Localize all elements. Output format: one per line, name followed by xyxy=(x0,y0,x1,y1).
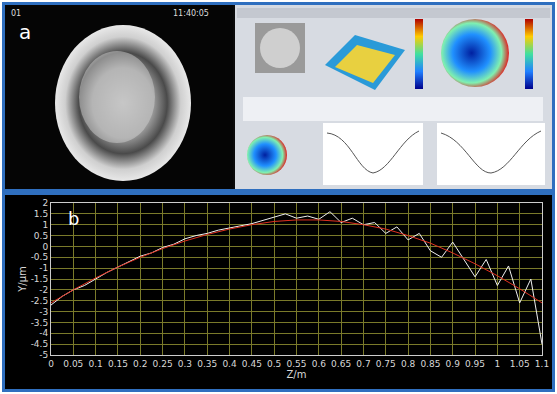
svg-text:-0.5: -0.5 xyxy=(31,252,49,262)
svg-text:0.55: 0.55 xyxy=(286,359,306,369)
svg-text:0.5: 0.5 xyxy=(34,231,48,241)
svg-text:-5: -5 xyxy=(39,350,48,360)
svg-text:Z/m: Z/m xyxy=(287,369,307,380)
svg-text:0.7: 0.7 xyxy=(356,359,370,369)
svg-text:0.6: 0.6 xyxy=(312,359,327,369)
svg-text:0.3: 0.3 xyxy=(178,359,192,369)
svg-text:0.45: 0.45 xyxy=(242,359,262,369)
svg-text:-4.5: -4.5 xyxy=(31,339,49,349)
svg-text:1.1: 1.1 xyxy=(535,359,549,369)
svg-text:0.05: 0.05 xyxy=(63,359,83,369)
svg-text:0.1: 0.1 xyxy=(88,359,102,369)
svg-text:2: 2 xyxy=(42,198,48,208)
svg-text:0.4: 0.4 xyxy=(222,359,237,369)
svg-text:-2.5: -2.5 xyxy=(31,296,49,306)
svg-text:1: 1 xyxy=(494,359,500,369)
svg-text:0: 0 xyxy=(42,242,48,252)
svg-text:0.35: 0.35 xyxy=(197,359,217,369)
svg-text:a: a xyxy=(19,20,31,44)
svg-text:01: 01 xyxy=(11,9,21,18)
svg-text:0.65: 0.65 xyxy=(331,359,351,369)
svg-text:-4: -4 xyxy=(39,328,48,338)
svg-text:0.9: 0.9 xyxy=(446,359,461,369)
svg-text:-3.5: -3.5 xyxy=(31,318,49,328)
svg-text:0.75: 0.75 xyxy=(376,359,396,369)
svg-text:1: 1 xyxy=(42,220,48,230)
svg-text:-1: -1 xyxy=(39,263,48,273)
svg-text:-1.5: -1.5 xyxy=(31,274,49,284)
svg-text:b: b xyxy=(68,208,79,229)
svg-text:0.95: 0.95 xyxy=(465,359,485,369)
svg-text:1.5: 1.5 xyxy=(34,209,48,219)
svg-text:0.85: 0.85 xyxy=(420,359,440,369)
svg-text:Y/μm: Y/μm xyxy=(17,266,28,293)
svg-text:1.05: 1.05 xyxy=(510,359,530,369)
svg-text:0.2: 0.2 xyxy=(133,359,147,369)
svg-text:0.8: 0.8 xyxy=(401,359,416,369)
svg-text:0.5: 0.5 xyxy=(267,359,281,369)
svg-text:11:40:05: 11:40:05 xyxy=(173,9,209,18)
svg-text:0.15: 0.15 xyxy=(108,359,128,369)
svg-text:-3: -3 xyxy=(39,307,48,317)
svg-text:-2: -2 xyxy=(39,285,48,295)
svg-text:0: 0 xyxy=(48,359,54,369)
svg-text:0.25: 0.25 xyxy=(153,359,173,369)
